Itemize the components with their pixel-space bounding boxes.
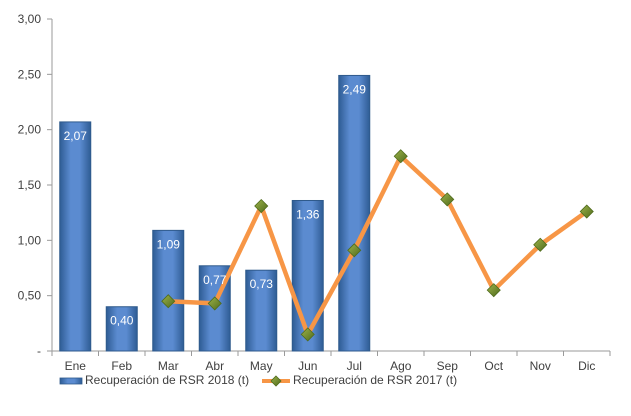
legend-label-2017: Recuperación de RSR 2017 (t) xyxy=(293,373,457,387)
point-dic xyxy=(579,204,594,219)
data-labels: 2,07 0,40 1,09 0,77 0,73 1,36 2,49 xyxy=(64,82,367,327)
x-tick-label: Ago xyxy=(390,359,412,373)
bar-ene xyxy=(59,121,92,352)
y-tick-label: 0,50 xyxy=(18,289,42,303)
bar-data-label: 0,73 xyxy=(250,277,274,291)
line-2017 xyxy=(166,153,589,337)
legend-swatch-bar xyxy=(59,377,83,385)
point-mar xyxy=(161,294,176,309)
point-sep xyxy=(440,192,455,207)
point-nov xyxy=(533,237,548,252)
x-tick-label: Jul xyxy=(347,359,362,373)
bars xyxy=(59,74,371,352)
y-tick-label: 3,00 xyxy=(18,12,42,26)
x-tick-label: Sep xyxy=(437,359,459,373)
point-jul xyxy=(347,243,362,258)
y-tick-label: 2,50 xyxy=(18,67,42,81)
legend-marker xyxy=(270,375,282,387)
point-oct xyxy=(486,283,501,298)
bar-data-label: 2,49 xyxy=(343,82,367,96)
bar-data-label: 1,09 xyxy=(157,237,181,251)
axes: - 0,50 1,00 1,50 2,00 2,50 3,00 Ene Feb Mar Abr May… xyxy=(18,12,611,373)
x-tick-label: Jun xyxy=(298,359,317,373)
point-abr xyxy=(207,296,222,311)
y-tick-label: - xyxy=(37,344,41,358)
point-ago xyxy=(393,149,408,164)
x-tick-label: Abr xyxy=(205,359,224,373)
bar-feb xyxy=(105,306,138,352)
point-may xyxy=(254,198,269,214)
y-tick-label: 1,50 xyxy=(18,178,42,192)
legend-label-2018: Recuperación de RSR 2018 (t) xyxy=(85,373,249,387)
y-tick-label: 2,00 xyxy=(18,123,42,137)
point-jun xyxy=(300,327,315,342)
x-tick-label: Dic xyxy=(578,359,595,373)
x-tick-label: Nov xyxy=(530,359,551,373)
legend: Recuperación de RSR 2018 (t) Recuperación… xyxy=(59,373,457,387)
bar-data-label: 2,07 xyxy=(64,129,88,143)
line-series xyxy=(161,149,594,342)
x-tick-label: Oct xyxy=(484,359,503,373)
bar-may xyxy=(245,269,278,352)
bar-jul xyxy=(338,74,371,352)
bar-data-label: 0,40 xyxy=(110,314,134,328)
x-tick-label: May xyxy=(250,359,273,373)
bar-jun xyxy=(291,199,324,352)
x-tick-label: Ene xyxy=(65,359,87,373)
bar-mar xyxy=(152,229,185,352)
bar-data-label: 1,36 xyxy=(296,207,320,221)
bar-data-label: 0,77 xyxy=(203,273,227,287)
x-tick-label: Feb xyxy=(111,359,132,373)
x-tick-label: Mar xyxy=(158,359,179,373)
y-tick-label: 1,00 xyxy=(18,233,42,247)
